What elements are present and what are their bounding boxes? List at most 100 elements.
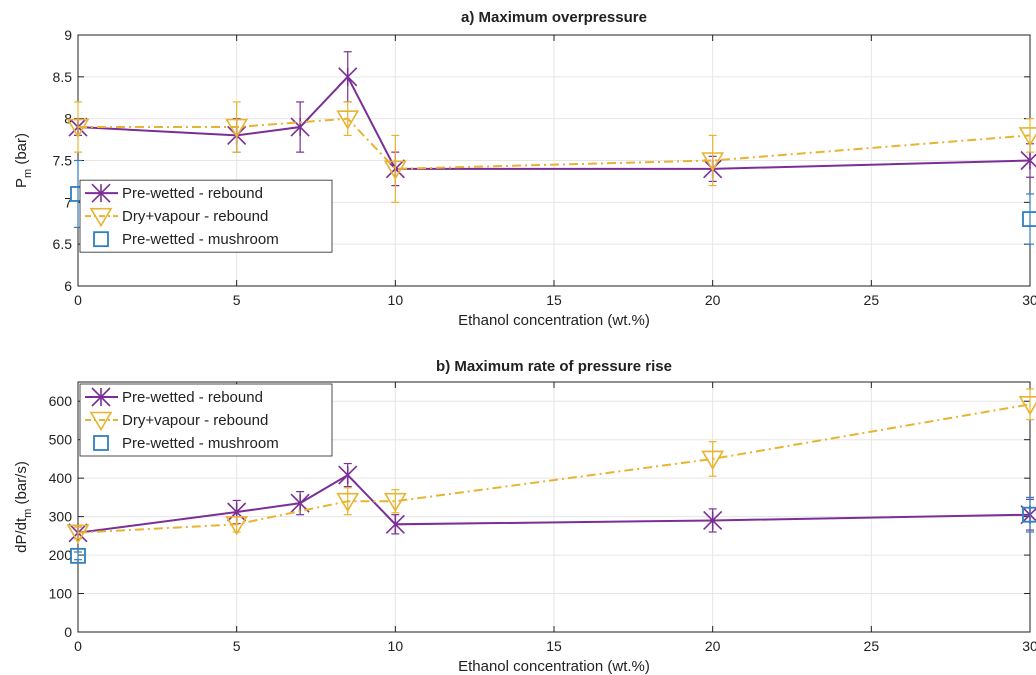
error-bar xyxy=(232,101,241,153)
data-point xyxy=(383,492,407,513)
legend-item: Pre-wetted - rebound xyxy=(85,183,263,203)
data-point xyxy=(1018,127,1036,147)
x-tick-label: 20 xyxy=(705,638,721,654)
x-tick-label: 10 xyxy=(388,292,404,308)
series-line xyxy=(78,117,1031,170)
x-tick-label: 15 xyxy=(546,292,562,308)
x-tick-label: 5 xyxy=(233,638,241,654)
legend-marker xyxy=(89,207,113,228)
x-tick-label: 25 xyxy=(864,292,880,308)
y-axis-label-unit: (bar/s) xyxy=(13,461,30,509)
y-tick-label: 7.5 xyxy=(53,153,73,169)
y-tick-label: 6 xyxy=(64,278,72,294)
error-bar xyxy=(391,134,400,203)
y-axis-label-main: dP/dt xyxy=(13,517,30,553)
error-bar xyxy=(708,134,717,187)
legend-marker xyxy=(91,183,111,203)
data-point xyxy=(225,516,249,536)
y-tick-label: 8.5 xyxy=(53,69,73,85)
legend-item: Pre-wetted - rebound xyxy=(85,387,263,407)
legend-label: Pre-wetted - rebound xyxy=(122,389,263,406)
data-point xyxy=(1022,211,1036,227)
legend-box xyxy=(79,383,333,457)
chart-panel-a: 0 5 10 15 20 25 30 6 6.5 7 7.5 8 8.5 9 a) Maximum over… xyxy=(13,9,1036,329)
x-tick-label: 30 xyxy=(1022,638,1036,654)
data-point xyxy=(336,110,360,130)
data-point xyxy=(338,67,358,87)
data-point xyxy=(225,118,249,139)
y-axis-label-unit: (bar) xyxy=(13,133,30,169)
error-bar xyxy=(74,551,82,561)
y-tick-label: 200 xyxy=(49,547,73,563)
x-tick-label: 15 xyxy=(546,638,562,654)
legend-item: Pre-wetted - mushroom xyxy=(93,435,279,452)
series-triangle-down xyxy=(66,388,1036,544)
x-tick-label: 0 xyxy=(74,292,82,308)
error-bar xyxy=(1026,496,1034,533)
legend-label: Dry+vapour - rebound xyxy=(122,208,268,225)
series-triangle-down xyxy=(66,101,1036,203)
data-point xyxy=(703,510,723,531)
legend-label: Dry+vapour - rebound xyxy=(122,412,268,429)
data-point xyxy=(336,492,360,513)
chart-title: a) Maximum overpressure xyxy=(461,9,647,26)
x-tick-label: 30 xyxy=(1022,292,1036,308)
data-point xyxy=(1022,506,1036,523)
y-axis-label-main: P xyxy=(13,178,30,188)
data-point xyxy=(701,152,725,172)
data-point xyxy=(66,524,90,544)
legend-item: Dry+vapour - rebound xyxy=(85,207,268,228)
x-tick-label: 10 xyxy=(388,638,404,654)
data-point xyxy=(701,450,725,471)
data-point xyxy=(383,160,407,180)
x-axis-label: Ethanol concentration (wt.%) xyxy=(458,658,650,675)
y-tick-label: 8 xyxy=(64,111,72,127)
legend-marker xyxy=(89,411,113,432)
legend-label: Pre-wetted - mushroom xyxy=(122,435,279,452)
y-axis-label-sub: m xyxy=(22,509,34,518)
legend: Pre-wetted - rebound Dry+vapour - rebound… xyxy=(79,179,333,253)
x-tick-label: 20 xyxy=(705,292,721,308)
legend-box xyxy=(79,179,333,253)
legend-marker xyxy=(93,231,109,248)
series-square xyxy=(70,496,1036,564)
error-bar xyxy=(343,101,352,136)
error-bar xyxy=(1026,118,1034,153)
legend-item: Pre-wetted - mushroom xyxy=(93,231,279,248)
legend-label: Pre-wetted - rebound xyxy=(122,185,263,202)
series-square xyxy=(70,159,1036,245)
y-tick-label: 400 xyxy=(49,470,73,486)
y-tick-label: 6.5 xyxy=(53,236,73,252)
legend: Pre-wetted - rebound Dry+vapour - rebound… xyxy=(79,383,333,457)
legend-marker xyxy=(91,387,111,407)
legend-label: Pre-wetted - mushroom xyxy=(122,231,279,248)
y-tick-label: 0 xyxy=(64,624,72,640)
x-tick-label: 0 xyxy=(74,638,82,654)
x-tick-label: 25 xyxy=(864,638,880,654)
legend-item: Dry+vapour - rebound xyxy=(85,411,268,432)
y-tick-label: 500 xyxy=(49,432,73,448)
y-tick-label: 9 xyxy=(64,27,72,43)
x-axis-label: Ethanol concentration (wt.%) xyxy=(458,312,650,329)
data-point xyxy=(1020,150,1036,171)
legend-marker xyxy=(93,435,109,451)
y-axis-label: Pm (bar) xyxy=(13,133,34,188)
y-tick-label: 600 xyxy=(49,393,73,409)
data-point xyxy=(338,465,358,485)
y-tick-label: 300 xyxy=(49,509,73,525)
error-bar xyxy=(74,101,82,153)
data-point xyxy=(70,547,86,564)
y-tick-label: 100 xyxy=(49,586,73,602)
data-point xyxy=(1018,396,1036,416)
error-bar xyxy=(1026,193,1034,245)
y-axis-label: dP/dtm (bar/s) xyxy=(13,461,34,553)
x-tick-label: 5 xyxy=(233,292,241,308)
data-point xyxy=(66,118,90,139)
y-tick-label: 7 xyxy=(64,194,72,210)
data-point xyxy=(385,514,405,534)
chart-title: b) Maximum rate of pressure rise xyxy=(436,358,672,375)
error-bar xyxy=(708,441,717,477)
y-axis-label-sub: m xyxy=(22,169,34,178)
